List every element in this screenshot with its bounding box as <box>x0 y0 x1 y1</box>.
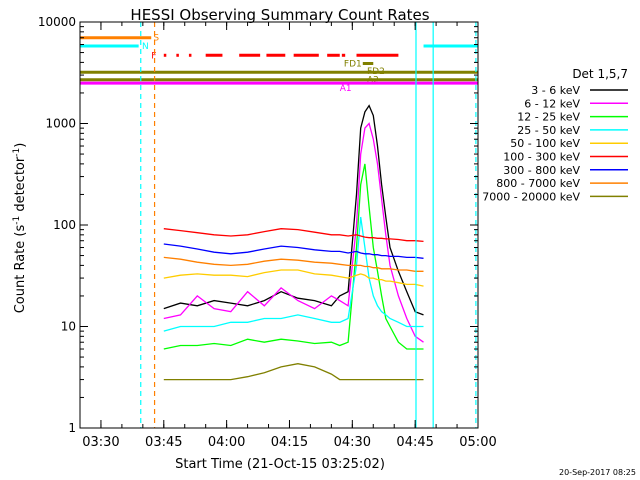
series-line-4 <box>163 269 424 287</box>
footer-date: 20-Sep-2017 08:25 <box>559 468 636 477</box>
flag-label-fd1: FD1 <box>344 60 362 70</box>
chart-title: HESSI Observing Summary Count Rates <box>130 6 429 24</box>
x-tick-label-5: 04:45 <box>396 435 433 450</box>
flag-label-n: N <box>142 42 149 52</box>
y-axis-label-end: ) <box>13 143 28 148</box>
legend-label-6: 300 - 800 keV <box>503 164 580 177</box>
flag-label-s: S <box>153 34 159 44</box>
series-line-3 <box>163 216 424 332</box>
flag-label-f: F <box>151 51 156 61</box>
y-tick-label-3: 1000 <box>45 117 76 131</box>
x-tick-label-1: 03:45 <box>145 435 182 450</box>
y-axis-label-main: Count Rate (s <box>13 225 28 314</box>
series-line-0 <box>163 104 424 316</box>
legend-title: Det 1,5,7 <box>572 67 628 81</box>
x-axis-label: Start Time (21-Oct-15 03:25:02) <box>175 457 385 472</box>
x-tick-label-0: 03:30 <box>82 435 119 450</box>
legend-label-2: 12 - 25 keV <box>517 111 580 124</box>
legend-label-5: 100 - 300 keV <box>503 151 580 164</box>
series-line-8 <box>163 363 424 381</box>
x-tick-label-4: 04:30 <box>334 435 371 450</box>
y-axis-label-exp2: -1 <box>12 148 22 157</box>
x-tick-label-2: 04:00 <box>208 435 245 450</box>
series-line-7 <box>163 256 424 272</box>
legend-label-7: 800 - 7000 keV <box>496 177 580 190</box>
legend-label-8: 7000 - 20000 keV <box>482 190 580 203</box>
legend-label-3: 25 - 50 keV <box>517 124 580 137</box>
y-tick-label-0: 1 <box>68 421 76 435</box>
legend-label-0: 3 - 6 keV <box>531 84 580 97</box>
flag-label-a1: A1 <box>340 84 352 94</box>
series-line-2 <box>163 163 424 350</box>
y-axis-label: Count Rate (s-1 detector-1) <box>12 143 28 314</box>
y-tick-label-1: 10 <box>61 320 76 334</box>
x-tick-label-6: 05:00 <box>459 435 496 450</box>
flag-label-fd2: FD2 <box>367 67 385 77</box>
flag-label-a2: A2 <box>367 76 379 86</box>
legend-label-4: 50 - 100 keV <box>510 137 580 150</box>
series-line-6 <box>163 243 424 259</box>
y-axis-label-mid: detector <box>13 156 28 216</box>
series-line-5 <box>163 228 424 243</box>
y-axis-label-exp1: -1 <box>12 216 22 225</box>
y-tick-label-4: 10000 <box>38 15 76 29</box>
x-tick-label-3: 04:15 <box>271 435 308 450</box>
y-tick-label-2: 100 <box>53 218 76 232</box>
legend-label-1: 6 - 12 keV <box>524 97 580 110</box>
